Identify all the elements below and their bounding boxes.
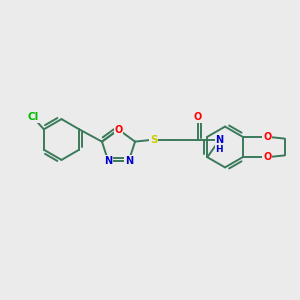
Text: O: O <box>114 124 123 135</box>
Text: O: O <box>194 112 202 122</box>
Text: H: H <box>215 145 223 154</box>
Text: S: S <box>150 135 158 145</box>
Text: N: N <box>125 156 133 166</box>
Text: N: N <box>215 135 223 145</box>
Text: O: O <box>263 132 272 142</box>
Text: Cl: Cl <box>28 112 39 122</box>
Text: O: O <box>263 152 272 162</box>
Text: N: N <box>104 156 112 166</box>
